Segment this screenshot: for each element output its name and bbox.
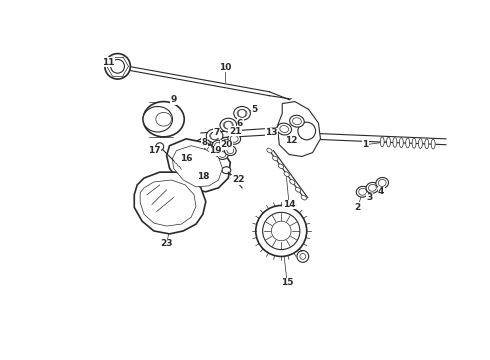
Ellipse shape — [280, 126, 289, 132]
Text: 11: 11 — [101, 58, 114, 67]
Ellipse shape — [278, 164, 284, 168]
Ellipse shape — [212, 140, 225, 151]
Text: 13: 13 — [265, 129, 278, 138]
Ellipse shape — [198, 142, 208, 150]
Ellipse shape — [200, 168, 206, 173]
Text: 7: 7 — [213, 129, 220, 138]
Ellipse shape — [368, 184, 376, 191]
Ellipse shape — [228, 134, 241, 144]
Text: 9: 9 — [170, 95, 177, 104]
Circle shape — [297, 251, 309, 262]
Text: 8: 8 — [202, 138, 208, 147]
Ellipse shape — [393, 138, 397, 147]
Ellipse shape — [295, 188, 301, 192]
Text: 20: 20 — [220, 140, 233, 149]
Text: 6: 6 — [237, 119, 243, 128]
Ellipse shape — [290, 115, 304, 127]
Text: 1: 1 — [363, 140, 368, 149]
Ellipse shape — [156, 112, 171, 126]
Circle shape — [211, 132, 219, 140]
Text: 5: 5 — [252, 105, 258, 114]
Ellipse shape — [293, 118, 301, 125]
Text: 16: 16 — [180, 154, 193, 163]
Circle shape — [300, 253, 306, 259]
Ellipse shape — [301, 195, 306, 200]
Circle shape — [263, 212, 300, 249]
Circle shape — [224, 121, 232, 129]
Text: 4: 4 — [378, 187, 385, 196]
Text: 17: 17 — [147, 146, 160, 155]
Ellipse shape — [267, 148, 272, 153]
Ellipse shape — [234, 107, 250, 120]
Ellipse shape — [204, 145, 217, 156]
Ellipse shape — [224, 146, 236, 156]
Ellipse shape — [399, 138, 403, 148]
Ellipse shape — [207, 147, 215, 154]
Polygon shape — [172, 146, 222, 187]
Circle shape — [111, 59, 124, 73]
Ellipse shape — [376, 177, 389, 188]
Ellipse shape — [210, 132, 220, 140]
Ellipse shape — [222, 139, 230, 146]
Ellipse shape — [195, 139, 211, 153]
Circle shape — [188, 162, 194, 168]
Text: 2: 2 — [355, 203, 361, 212]
Ellipse shape — [223, 121, 233, 129]
Circle shape — [238, 109, 246, 117]
Ellipse shape — [387, 137, 391, 147]
Text: 10: 10 — [219, 63, 232, 72]
Ellipse shape — [418, 139, 422, 148]
Ellipse shape — [215, 142, 222, 149]
Ellipse shape — [277, 123, 292, 135]
Ellipse shape — [425, 139, 429, 149]
Ellipse shape — [412, 138, 416, 148]
Circle shape — [105, 54, 130, 79]
Ellipse shape — [284, 172, 289, 176]
Ellipse shape — [219, 152, 226, 157]
Circle shape — [185, 159, 197, 171]
Ellipse shape — [222, 167, 231, 174]
Circle shape — [271, 221, 291, 241]
Ellipse shape — [290, 180, 295, 184]
Text: 21: 21 — [229, 126, 242, 135]
Ellipse shape — [356, 186, 369, 197]
Ellipse shape — [366, 183, 379, 193]
Circle shape — [298, 122, 316, 140]
Text: 19: 19 — [209, 146, 222, 155]
Ellipse shape — [198, 166, 208, 175]
Text: 18: 18 — [196, 172, 209, 181]
Ellipse shape — [272, 156, 278, 161]
Ellipse shape — [406, 138, 410, 148]
Circle shape — [256, 206, 307, 256]
Circle shape — [199, 142, 207, 150]
Ellipse shape — [143, 102, 184, 137]
Ellipse shape — [220, 138, 233, 148]
Ellipse shape — [217, 150, 228, 159]
Ellipse shape — [227, 148, 234, 154]
Ellipse shape — [378, 180, 386, 186]
Ellipse shape — [143, 107, 172, 132]
Text: 23: 23 — [160, 239, 173, 248]
Polygon shape — [167, 139, 230, 192]
Ellipse shape — [359, 188, 367, 195]
Ellipse shape — [206, 129, 223, 143]
Ellipse shape — [220, 118, 237, 132]
Ellipse shape — [237, 109, 247, 117]
Polygon shape — [134, 172, 206, 234]
Ellipse shape — [380, 137, 384, 147]
Text: 22: 22 — [232, 175, 245, 184]
Text: 3: 3 — [367, 193, 372, 202]
Ellipse shape — [230, 135, 238, 142]
Text: 12: 12 — [285, 136, 297, 145]
Ellipse shape — [431, 139, 435, 149]
Polygon shape — [277, 102, 320, 157]
Text: 15: 15 — [281, 278, 294, 287]
Polygon shape — [140, 180, 196, 226]
Circle shape — [156, 143, 164, 150]
Text: 14: 14 — [283, 200, 295, 209]
